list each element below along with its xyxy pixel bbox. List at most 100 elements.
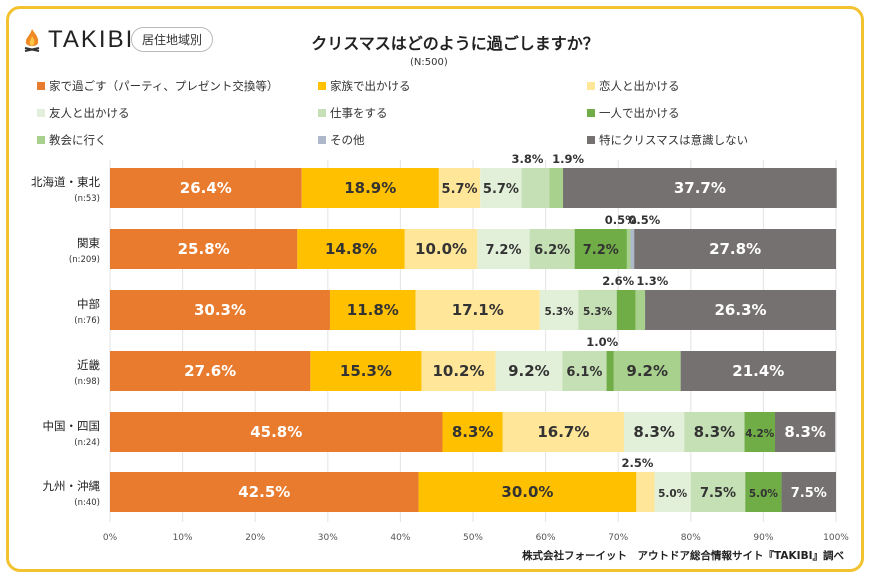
data-label: 7.5% [700,486,736,501]
category-label: 北海道・東北 [31,175,100,189]
data-label: 42.5% [238,483,290,501]
data-label: 7.5% [791,486,827,501]
data-label: 4.2% [745,428,775,440]
legend-item: 恋人と出かける [587,78,680,94]
bar-segment [616,290,636,330]
bar-segment [477,229,530,269]
chart-title: クリスマスはどのように過ごしますか？ [311,34,599,53]
legend-swatch [587,82,595,90]
campfire-icon [24,29,40,52]
data-label: 10.0% [415,240,467,258]
bar-segment [690,472,746,512]
legend-swatch [318,136,326,144]
category-n: (n:76) [74,316,100,326]
data-label: 26.3% [715,301,767,319]
bar-segment [634,229,836,269]
legend-swatch [318,82,326,90]
data-label: 21.4% [732,362,784,380]
data-label: 37.7% [674,179,726,197]
x-tick-label: 70% [608,533,628,543]
data-label: 3.8% [511,152,543,166]
bar-segment [301,168,439,208]
bar-segment [480,168,522,208]
data-label: 18.9% [344,179,396,197]
bar-segment [329,290,416,330]
data-label: 6.2% [534,243,570,258]
legend-label: その他 [330,133,365,147]
legend-item: 家族で出かける [318,78,411,94]
category-label: 関東 [77,236,100,250]
bar-segment [421,351,496,391]
bar-segment [110,472,419,512]
bar-segment [654,472,691,512]
data-label: 7.2% [583,243,619,258]
data-label: 7.2% [485,243,521,258]
category-n: (n:24) [74,438,100,448]
x-tick-label: 80% [681,533,701,543]
data-label: 27.6% [184,362,236,380]
x-tick-label: 90% [753,533,773,543]
data-label: 0.5% [605,213,637,227]
data-label: 5.3% [583,306,613,318]
data-label: 6.1% [566,365,602,380]
data-label: 30.0% [501,483,553,501]
x-tick-label: 60% [536,533,556,543]
legend-label: 一人で出かける [599,106,680,120]
bar-segment [297,229,405,269]
bar-segment [495,351,563,391]
legend-item: 特にクリスマスは意識しない [587,132,748,148]
bar-segment [562,351,607,391]
bar-segment [684,412,745,452]
x-tick-label: 10% [173,533,193,543]
legend-item: 家で過ごす（パーティ、プレゼント交換等） [37,78,278,94]
category-label: 九州・沖縄 [43,479,101,493]
data-label: 45.8% [250,423,302,441]
category-label: 中部 [77,297,100,311]
bar-segment [563,168,837,208]
bar-segment [521,168,550,208]
data-label: 8.3% [694,423,736,441]
legend-item: 教会に行く [37,132,107,148]
bar-segment [635,290,646,330]
category-label: 近畿 [77,358,100,372]
bar-segment [529,229,575,269]
bar-segment [549,168,564,208]
legend-swatch [587,109,595,117]
sample-size: (N:500) [410,57,448,68]
legend-label: 恋人と出かける [599,79,680,93]
legend-label: 仕事をする [330,106,388,120]
category-label: 中国・四国 [43,419,101,433]
region-badge: 居住地域別 [131,27,214,52]
data-label: 9.2% [508,362,550,380]
category-n: (n:53) [74,194,100,204]
bar-segment [539,290,579,330]
bar-segment [574,229,627,269]
bar-segment [606,351,614,391]
data-label: 1.0% [586,335,618,349]
data-label: 5.3% [544,306,574,318]
category-n: (n:209) [69,255,100,265]
bar-segment [110,229,298,269]
legend-item: 友人と出かける [37,105,130,121]
source-footer: 株式会社フォーイット アウトドア総合情報サイト『TAKIBI』調べ [522,550,844,562]
x-tick-label: 20% [245,533,265,543]
x-tick-label: 40% [390,533,410,543]
legend-swatch [318,109,326,117]
bar-segment [502,412,625,452]
legend-swatch [37,136,45,144]
x-tick-label: 100% [823,533,849,543]
data-label: 5.0% [658,488,688,500]
data-label: 5.7% [442,182,478,197]
data-label: 0.5% [628,213,660,227]
bar-segment [775,412,836,452]
bar-segment [745,472,782,512]
data-label: 2.6% [602,274,634,288]
bar-segment [636,472,655,512]
data-label: 1.9% [552,152,584,166]
data-label: 27.8% [709,240,761,258]
logo-text: TAKIBI [48,26,135,53]
x-tick-label: 50% [463,533,483,543]
bar-segment [645,290,836,330]
bar-segment [630,229,635,269]
